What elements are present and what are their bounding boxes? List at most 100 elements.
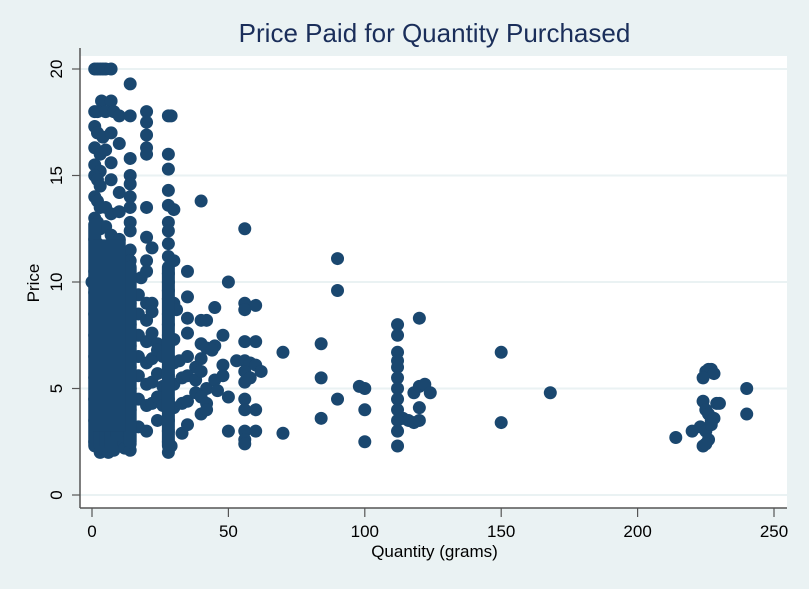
chart-title: Price Paid for Quantity Purchased	[238, 18, 631, 48]
data-point	[221, 390, 235, 404]
data-point	[391, 318, 405, 332]
data-point	[123, 77, 137, 91]
data-point	[696, 371, 710, 385]
data-point	[123, 190, 137, 204]
data-point	[216, 328, 230, 342]
data-point	[707, 367, 721, 381]
y-tick-label: 15	[47, 166, 66, 185]
data-point	[391, 392, 405, 406]
data-point	[358, 435, 372, 449]
data-point	[161, 162, 175, 176]
data-point	[167, 203, 181, 217]
data-point	[254, 364, 268, 378]
data-point	[494, 345, 508, 359]
data-point	[412, 311, 426, 325]
data-point	[391, 424, 405, 438]
data-point	[194, 194, 208, 208]
data-point	[494, 416, 508, 430]
data-point	[740, 407, 754, 421]
data-point	[391, 360, 405, 374]
data-point	[704, 418, 718, 432]
data-point	[216, 369, 230, 383]
data-point	[249, 335, 263, 349]
data-point	[200, 403, 214, 417]
data-point	[99, 143, 113, 157]
data-point	[699, 437, 713, 451]
data-point	[276, 426, 290, 440]
data-point	[331, 252, 345, 266]
y-tick-label: 0	[47, 490, 66, 499]
data-point	[161, 183, 175, 197]
data-point	[238, 392, 252, 406]
data-point	[276, 345, 290, 359]
data-point	[161, 237, 175, 251]
x-axis-label: Quantity (grams)	[371, 542, 498, 561]
data-point	[140, 115, 154, 129]
y-tick-label: 10	[47, 273, 66, 292]
data-point	[543, 386, 557, 400]
dense-point-cluster	[93, 239, 126, 432]
data-point	[140, 424, 154, 438]
data-point	[194, 364, 208, 378]
data-point	[104, 62, 118, 76]
data-point	[140, 200, 154, 214]
data-point	[150, 413, 164, 427]
data-point	[112, 186, 126, 200]
data-point	[180, 290, 194, 304]
data-point	[249, 424, 263, 438]
x-tick-label: 150	[487, 522, 515, 541]
data-point	[314, 411, 328, 425]
data-point	[112, 109, 126, 123]
data-point	[123, 224, 137, 238]
data-point	[712, 396, 726, 410]
data-point	[238, 437, 252, 451]
dense-point-band	[161, 260, 175, 453]
data-point	[358, 403, 372, 417]
data-point	[104, 94, 118, 108]
data-point	[140, 264, 154, 278]
data-point	[104, 126, 118, 140]
x-tick-label: 100	[351, 522, 379, 541]
y-tick-label: 20	[47, 60, 66, 79]
data-point	[423, 386, 437, 400]
data-point	[150, 367, 164, 381]
data-point	[180, 350, 194, 364]
data-point	[238, 303, 252, 317]
data-point	[391, 413, 405, 427]
data-point	[180, 311, 194, 325]
data-point	[221, 275, 235, 289]
data-point	[140, 105, 154, 119]
x-tick-label: 250	[760, 522, 788, 541]
data-point	[95, 94, 109, 108]
data-point	[123, 243, 137, 257]
data-point	[112, 205, 126, 219]
data-point	[180, 264, 194, 278]
data-point	[180, 418, 194, 432]
data-point	[412, 413, 426, 427]
data-point	[391, 371, 405, 385]
data-point	[669, 430, 683, 444]
data-point	[161, 147, 175, 161]
data-point	[314, 337, 328, 351]
data-point	[249, 298, 263, 312]
data-point	[180, 394, 194, 408]
data-point	[358, 382, 372, 395]
data-point	[140, 254, 154, 268]
data-point	[740, 382, 754, 395]
y-axis-label: Price	[24, 263, 43, 303]
data-point	[391, 382, 405, 395]
data-point	[104, 156, 118, 170]
data-point	[412, 401, 426, 415]
data-point	[194, 352, 208, 366]
data-point	[249, 403, 263, 417]
dense-point-band	[123, 260, 137, 449]
x-tick-label: 0	[87, 522, 96, 541]
data-point	[238, 335, 252, 349]
data-point	[145, 326, 159, 340]
data-point	[140, 128, 154, 142]
data-point	[238, 222, 252, 236]
data-point	[210, 384, 224, 398]
data-point	[123, 177, 137, 191]
